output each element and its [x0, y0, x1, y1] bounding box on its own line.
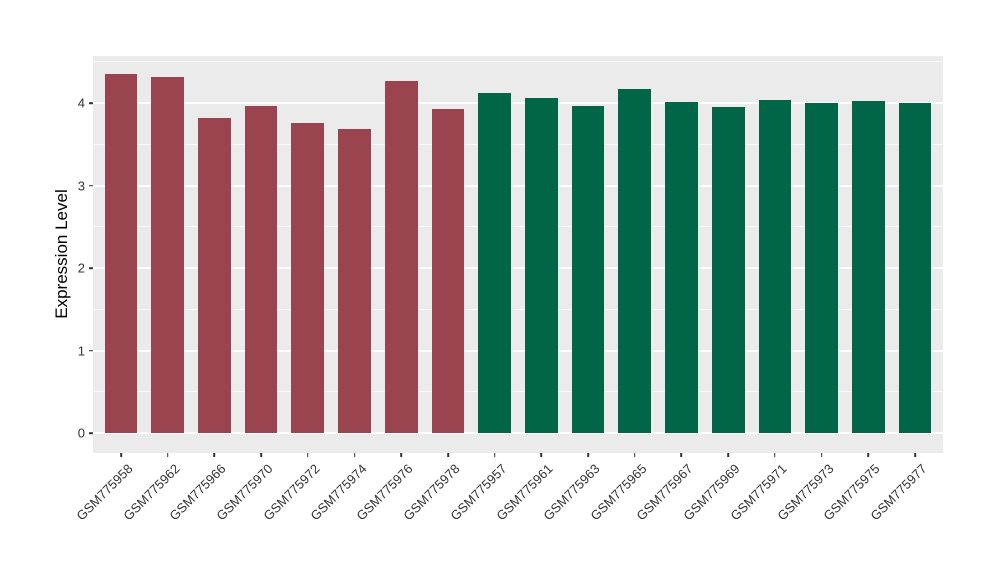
- bar-GSM775975: [851, 101, 885, 433]
- x-tick-mark: [166, 453, 169, 457]
- x-tick-mark: [820, 453, 823, 457]
- x-tick-mark: [120, 453, 122, 457]
- x-tick-mark: [633, 453, 636, 457]
- bar-GSM775963: [571, 106, 605, 433]
- x-tick-mark: [540, 453, 543, 457]
- y-tick-label: 2: [77, 260, 85, 276]
- gridline-major: [93, 102, 943, 104]
- gridline-minor: [93, 61, 943, 63]
- x-tick-mark: [447, 453, 449, 457]
- gridline-major: [93, 267, 943, 269]
- y-tick-mark: [89, 267, 93, 269]
- bar-GSM775965: [618, 88, 652, 433]
- gridline-major: [93, 349, 943, 352]
- x-tick-mark: [493, 453, 496, 457]
- y-axis-title: Expression Level: [52, 189, 71, 319]
- x-tick-mark: [213, 453, 216, 457]
- gridline-minor: [93, 391, 943, 393]
- bar-GSM775971: [758, 99, 792, 433]
- x-tick-mark: [914, 453, 916, 457]
- bar-GSM775972: [291, 122, 325, 433]
- gridline-minor: [93, 226, 943, 228]
- bar-GSM775969: [711, 107, 745, 433]
- x-tick-mark: [353, 453, 356, 457]
- gridline-major: [93, 432, 943, 434]
- bar-GSM775970: [244, 106, 278, 433]
- bar-GSM775966: [198, 117, 231, 433]
- plot-panel: [93, 56, 943, 453]
- bar-GSM775978: [431, 108, 465, 433]
- x-tick-mark: [587, 453, 589, 457]
- x-tick-mark: [307, 453, 309, 457]
- y-tick-mark: [89, 102, 93, 104]
- bar-GSM775976: [384, 80, 418, 433]
- y-tick-label: 0: [77, 425, 85, 441]
- gridline-minor: [93, 143, 943, 145]
- y-tick-mark: [89, 349, 93, 352]
- bar-GSM775958: [104, 74, 138, 433]
- x-tick-mark: [774, 453, 776, 457]
- bar-GSM775967: [665, 102, 698, 433]
- x-tick-mark: [260, 453, 262, 457]
- y-tick-label: 1: [77, 343, 85, 358]
- gridline-major: [93, 184, 943, 187]
- bar-GSM775974: [338, 128, 371, 433]
- bar-GSM775961: [525, 98, 558, 433]
- bar-GSM775957: [478, 93, 511, 433]
- x-tick-mark: [400, 453, 403, 457]
- x-tick-mark: [867, 453, 870, 457]
- bar-GSM775962: [151, 76, 185, 433]
- gridline-minor: [93, 308, 943, 310]
- x-tick-mark: [680, 453, 683, 457]
- y-tick-mark: [89, 432, 93, 434]
- y-tick-label: 3: [77, 178, 85, 193]
- y-tick-mark: [89, 184, 93, 187]
- y-tick-label: 4: [77, 95, 85, 111]
- bar-GSM775973: [805, 103, 838, 433]
- x-tick-mark: [727, 453, 729, 457]
- bar-GSM775977: [898, 103, 932, 433]
